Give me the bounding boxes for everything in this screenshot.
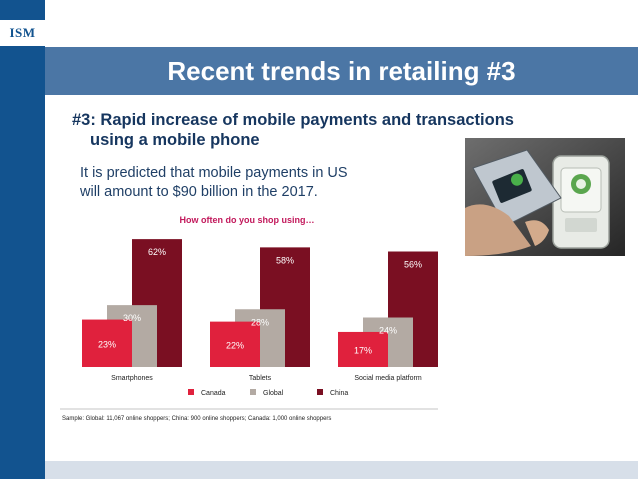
- subtitle-line-1: #3: Rapid increase of mobile payments an…: [72, 111, 514, 129]
- chart-title: How often do you shop using…: [180, 215, 315, 225]
- legend-label-china: China: [330, 390, 348, 397]
- legend-swatch-china: [317, 389, 323, 395]
- slide-subtitle: #3: Rapid increase of mobile payments an…: [72, 110, 552, 150]
- value-label-canada-3: 17%: [354, 345, 372, 355]
- category-label-3: Social media platform: [354, 375, 421, 382]
- category-label-2: Tablets: [249, 375, 272, 382]
- value-label-china-3: 56%: [404, 260, 422, 270]
- subtitle-line-2: using a mobile phone: [90, 131, 260, 149]
- bottom-accent-strip: [45, 461, 638, 479]
- chart-footnote: Sample: Global: 11,067 online shoppers; …: [62, 416, 331, 422]
- value-label-global-1: 30%: [123, 313, 141, 323]
- body-line-1: It is predicted that mobile payments in …: [80, 165, 348, 181]
- left-accent-strip: [0, 0, 45, 479]
- bar-canada-3: [338, 331, 388, 367]
- slide-title: Recent trends in retailing #3: [167, 55, 516, 86]
- legend-swatch-global: [250, 389, 256, 395]
- ism-logo: ISM: [0, 20, 45, 46]
- category-label-1: Smartphones: [111, 375, 153, 382]
- title-bar: Recent trends in retailing #3: [45, 47, 638, 95]
- value-label-canada-1: 23%: [98, 339, 116, 349]
- logo-text: ISM: [9, 25, 36, 40]
- mobile-shopping-chart: How often do you shop using… 23% 30% 62% 22%…: [60, 210, 445, 425]
- value-label-canada-2: 22%: [226, 340, 244, 350]
- body-line-2: will amount to $90 billion in the 2017.: [80, 184, 318, 200]
- bar-canada-1: [82, 319, 132, 367]
- value-label-global-3: 24%: [379, 326, 397, 336]
- bar-canada-2: [210, 321, 260, 367]
- value-label-china-1: 62%: [148, 247, 166, 257]
- legend-swatch-canada: [188, 389, 194, 395]
- photo-illustration: [465, 138, 625, 256]
- legend-label-canada: Canada: [201, 390, 226, 397]
- payment-terminal-photo: [465, 138, 625, 256]
- legend-label-global: Global: [263, 390, 284, 397]
- value-label-china-2: 58%: [276, 255, 294, 265]
- chart-svg: How often do you shop using… 23% 30% 62% 22%…: [60, 215, 438, 422]
- body-text: It is predicted that mobile payments in …: [80, 164, 410, 202]
- value-label-global-2: 28%: [251, 317, 269, 327]
